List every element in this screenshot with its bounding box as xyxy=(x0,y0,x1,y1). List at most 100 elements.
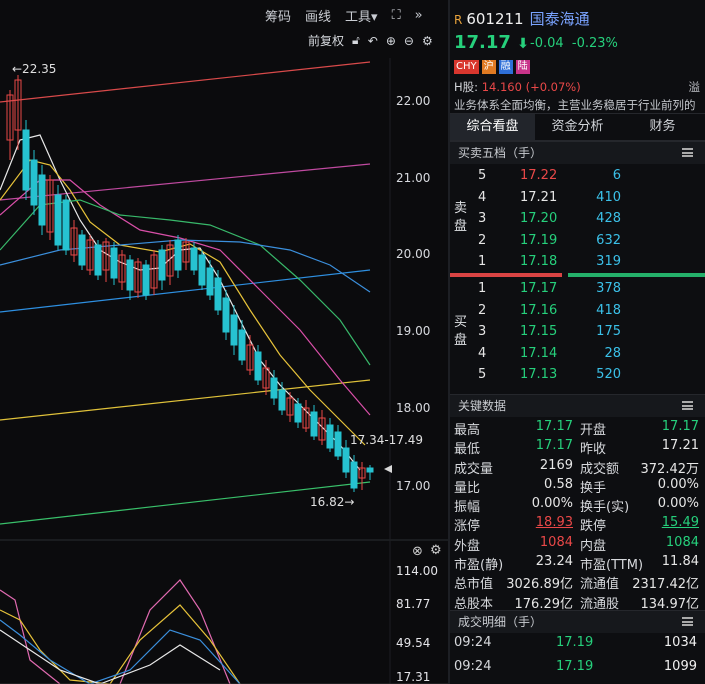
keydata-label: 最低 xyxy=(454,442,481,458)
keydata-label: 昨收 xyxy=(580,442,607,458)
trades-header: 成交明细（手） xyxy=(450,610,705,633)
price-tick: 18.00 xyxy=(396,401,431,415)
keydata-label: 外盘 xyxy=(454,538,481,554)
down-arrow-icon: ⬇ xyxy=(517,36,529,52)
sh-badge[interactable]: 沪 xyxy=(481,60,496,74)
tools-dropdown[interactable]: 工具▾ xyxy=(345,10,378,25)
sub-tick: 49.54 xyxy=(396,636,431,650)
trend-line-green xyxy=(0,481,371,525)
orderbook-row[interactable]: 5 17.22 6 xyxy=(450,165,705,187)
cny-badge: CHY xyxy=(454,60,479,74)
keydata-value: 23.24 xyxy=(535,554,573,570)
settings-gear-icon[interactable]: ⚙ xyxy=(421,33,433,48)
candle-body xyxy=(150,254,158,289)
lock-icon[interactable]: 🔓︎ xyxy=(352,33,360,47)
candle-body xyxy=(230,314,238,346)
keydata-value: 17.17 xyxy=(535,438,573,454)
quote-panel: R 601211 国泰海通 17.17 ⬇ -0.04 -0.23% CHY 沪 融… xyxy=(450,0,705,684)
level-price: 17.21 xyxy=(520,189,558,205)
orderbook-row[interactable]: 1 17.18 319 xyxy=(450,251,705,273)
orderbook-row[interactable]: 1 17.17 378 xyxy=(450,278,705,300)
orderbook-row[interactable]: 4 17.21 410 xyxy=(450,187,705,209)
keydata-row: 最低 17.17 昨收 17.21 xyxy=(450,437,705,458)
expand-icon[interactable]: ⛶ xyxy=(391,8,401,23)
keydata-row: 成交量 2169 成交额 372.42万 xyxy=(450,457,705,477)
orderbook-row[interactable]: 3 17.20 428 xyxy=(450,208,705,230)
trade-row: 09:24 17.19 1034 xyxy=(450,632,705,656)
keydata-table: 最高 17.17 开盘 17.17 最低 17.17 昨收 17.21 成交量 2169 成交额 37… xyxy=(450,418,705,612)
company-description: 业务体系全面均衡，主营业务稳居于行业前列的 xyxy=(454,98,696,112)
keydata-label: 总市值 xyxy=(454,577,494,593)
level-number: 1 xyxy=(478,254,487,269)
chart-toolbar: 筹码 画线 工具▾ ⛶ » xyxy=(265,6,423,25)
stock-name[interactable]: 国泰海通 xyxy=(529,10,590,28)
level-price: 17.17 xyxy=(520,281,558,296)
candle-body xyxy=(38,174,46,226)
candle-body xyxy=(302,407,310,429)
h-share-line[interactable]: H股: 14.160 (+0.07%) 溢 xyxy=(454,79,704,95)
keydata-row: 总市值 3026.89亿 流通值 2317.42亿 xyxy=(450,572,705,593)
menu-icon[interactable] xyxy=(682,148,693,157)
draw-line-button[interactable]: 画线 xyxy=(305,10,332,25)
stock-header: R 601211 国泰海通 17.17 ⬇ -0.04 -0.23% xyxy=(450,0,705,58)
menu-icon[interactable] xyxy=(682,617,693,626)
keydata-value: 0.00% xyxy=(657,476,699,492)
h-share-value: 14.160 (+0.07%) xyxy=(481,80,581,94)
keydata-label: 内盘 xyxy=(580,538,607,554)
candle-body xyxy=(190,247,198,271)
keydata-value: 18.93 xyxy=(535,515,573,531)
r-tag: R xyxy=(454,13,463,27)
orderbook-row[interactable]: 4 17.14 28 xyxy=(450,343,705,365)
connect-badge[interactable]: 陆 xyxy=(515,60,530,74)
candle-body xyxy=(158,249,166,281)
undo-icon[interactable]: ↶ xyxy=(367,33,378,48)
orderbook-row[interactable]: 2 17.19 632 xyxy=(450,230,705,252)
level-price: 17.22 xyxy=(520,168,558,183)
trades-title: 成交明细（手） xyxy=(458,615,543,629)
tab-finance[interactable]: 财务 xyxy=(649,119,676,134)
orderbook-row[interactable]: 2 17.16 418 xyxy=(450,300,705,322)
tab-bar: 综合看盘 资金分析 财务 xyxy=(450,113,705,141)
double-chevron-right-icon[interactable]: » xyxy=(414,8,423,23)
candle-body xyxy=(86,239,94,271)
trade-time: 09:24 xyxy=(454,659,492,674)
menu-icon[interactable] xyxy=(682,401,693,410)
candle-body xyxy=(222,297,230,333)
candle-body xyxy=(126,259,134,291)
chips-button[interactable]: 筹码 xyxy=(265,10,292,25)
price-tick: 22.00 xyxy=(396,94,431,108)
trend-line-yellow xyxy=(0,379,371,421)
subchart-settings-icon[interactable]: ⚙ xyxy=(430,543,442,558)
orderbook-row[interactable]: 5 17.13 520 xyxy=(450,364,705,386)
zoom-in-icon[interactable]: ⊕ xyxy=(385,33,396,48)
keydata-label: 流通股 xyxy=(580,596,620,612)
candle-body xyxy=(358,467,366,479)
kline-chart-panel[interactable]: 筹码 画线 工具▾ ⛶ » 前复权 🔓︎ ↶ ⊕ ⊖ ⚙ xyxy=(0,0,448,684)
tab-capital[interactable]: 资金分析 xyxy=(551,119,604,134)
candle-body xyxy=(166,244,174,277)
keydata-value: 3026.89亿 xyxy=(506,577,573,593)
candle-body xyxy=(342,447,350,473)
level-volume: 410 xyxy=(596,189,621,205)
tab-overview[interactable]: 综合看盘 xyxy=(450,114,535,140)
keydata-value: 17.21 xyxy=(661,438,699,454)
sub-tick: 17.31 xyxy=(396,670,431,684)
level-number: 4 xyxy=(478,345,487,361)
level-number: 3 xyxy=(478,324,487,339)
close-subchart-icon[interactable]: ⊗ xyxy=(412,544,423,559)
keydata-value: 372.42万 xyxy=(640,461,700,477)
level-number: 5 xyxy=(478,367,487,382)
candle-body xyxy=(118,254,126,283)
stock-code: 601211 xyxy=(466,10,524,28)
kdj-line-blue xyxy=(0,619,241,684)
margin-badge[interactable]: 融 xyxy=(498,60,513,74)
keydata-row: 市盈(静) 23.24 市盈(TTM) 11.84 xyxy=(450,553,705,573)
panel-divider[interactable] xyxy=(448,0,450,684)
price-tick: 21.00 xyxy=(396,171,431,185)
candle-body xyxy=(270,377,278,399)
zoom-out-icon[interactable]: ⊖ xyxy=(403,33,414,48)
adjust-mode-button[interactable]: 前复权 xyxy=(308,34,345,48)
bid-ask-ratio-bar xyxy=(450,273,705,277)
orderbook-row[interactable]: 3 17.15 175 xyxy=(450,321,705,343)
candle-body xyxy=(262,367,270,389)
